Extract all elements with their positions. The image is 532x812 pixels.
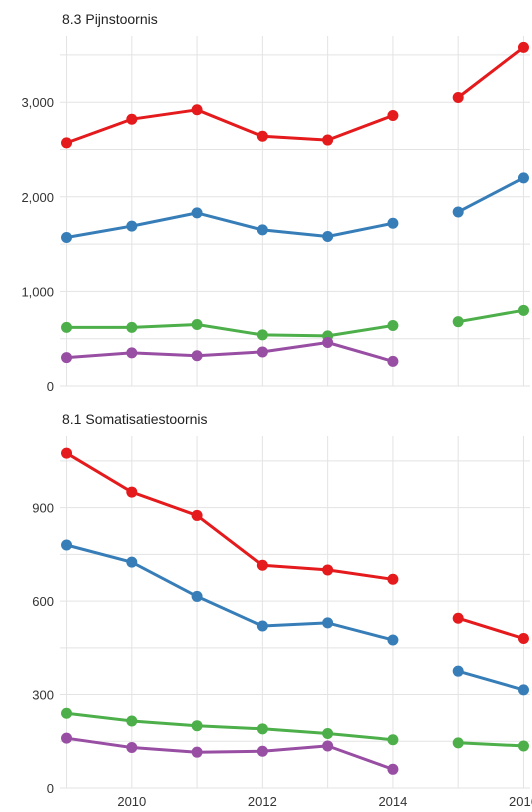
data-point bbox=[126, 220, 138, 232]
data-point bbox=[517, 41, 529, 53]
data-point bbox=[517, 684, 529, 696]
x-tick-label: 2014 bbox=[378, 794, 407, 809]
data-point bbox=[387, 634, 399, 646]
data-point bbox=[322, 740, 334, 752]
y-tick-label: 0 bbox=[47, 781, 54, 796]
data-point bbox=[452, 316, 464, 328]
y-tick-label: 900 bbox=[32, 501, 54, 516]
data-point bbox=[517, 304, 529, 316]
data-point bbox=[452, 612, 464, 624]
data-point bbox=[452, 206, 464, 218]
data-point bbox=[387, 763, 399, 775]
data-point bbox=[191, 590, 203, 602]
data-point bbox=[322, 134, 334, 146]
series-line bbox=[65, 341, 395, 363]
x-tick-label: 2010 bbox=[117, 794, 146, 809]
data-point bbox=[126, 486, 138, 498]
series-line bbox=[456, 669, 525, 692]
y-tick-label: 0 bbox=[47, 379, 54, 394]
series-line bbox=[456, 616, 525, 640]
data-point bbox=[126, 556, 138, 568]
data-point bbox=[126, 321, 138, 333]
data-point bbox=[61, 707, 73, 719]
data-point bbox=[191, 207, 203, 219]
y-tick-label: 2,000 bbox=[21, 190, 54, 205]
data-point bbox=[387, 573, 399, 585]
data-point bbox=[387, 355, 399, 367]
data-point bbox=[387, 217, 399, 229]
data-point bbox=[256, 346, 268, 358]
data-point bbox=[126, 742, 138, 754]
data-point bbox=[61, 231, 73, 243]
x-tick-label: 2016 bbox=[509, 794, 532, 809]
series-line bbox=[65, 543, 395, 642]
y-tick-label: 1,000 bbox=[21, 284, 54, 299]
y-tick-label: 600 bbox=[32, 594, 54, 609]
series-line bbox=[456, 741, 525, 748]
data-point bbox=[517, 172, 529, 184]
x-tick-label: 2012 bbox=[248, 794, 277, 809]
data-point bbox=[452, 91, 464, 103]
series-line bbox=[65, 108, 395, 145]
y-tick-label: 300 bbox=[32, 688, 54, 703]
data-point bbox=[191, 319, 203, 331]
data-point bbox=[191, 509, 203, 521]
data-point bbox=[387, 109, 399, 121]
data-point bbox=[322, 231, 334, 243]
data-point bbox=[61, 352, 73, 364]
series-line bbox=[65, 323, 395, 338]
data-point bbox=[322, 727, 334, 739]
data-point bbox=[452, 665, 464, 677]
series-line bbox=[65, 736, 395, 771]
data-point bbox=[191, 104, 203, 116]
data-point bbox=[256, 620, 268, 632]
data-point bbox=[191, 720, 203, 732]
data-point bbox=[61, 539, 73, 551]
panel-somatisatiestoornis: 8.1 Somatisatiestoornis 0 300 600 900 2010 201… bbox=[32, 411, 532, 809]
data-point bbox=[517, 632, 529, 644]
panel-title: 8.3 Pijnstoornis bbox=[62, 11, 158, 27]
data-point bbox=[517, 740, 529, 752]
panel-pijnstoornis: 8.3 Pijnstoornis 0 1,000 2,000 3,000 bbox=[21, 11, 530, 394]
series-line bbox=[456, 45, 525, 99]
data-point bbox=[61, 321, 73, 333]
series-line bbox=[456, 308, 525, 324]
y-tick-label: 3,000 bbox=[21, 95, 54, 110]
data-point bbox=[256, 745, 268, 757]
data-point bbox=[322, 564, 334, 576]
data-point bbox=[322, 617, 334, 629]
data-point bbox=[452, 737, 464, 749]
data-point bbox=[126, 347, 138, 359]
data-point bbox=[61, 447, 73, 459]
data-point bbox=[126, 715, 138, 727]
data-point bbox=[256, 224, 268, 236]
data-point bbox=[387, 319, 399, 331]
series-line bbox=[65, 711, 395, 742]
data-point bbox=[61, 137, 73, 149]
data-point bbox=[256, 329, 268, 341]
data-point bbox=[61, 732, 73, 744]
data-point bbox=[191, 746, 203, 758]
panel-title: 8.1 Somatisatiestoornis bbox=[62, 411, 208, 427]
series-line bbox=[65, 211, 395, 239]
series-line bbox=[65, 451, 395, 581]
data-point bbox=[256, 130, 268, 142]
data-point bbox=[256, 559, 268, 571]
series-line bbox=[456, 176, 525, 214]
data-point bbox=[126, 113, 138, 125]
data-point bbox=[256, 723, 268, 735]
data-point bbox=[191, 350, 203, 362]
data-point bbox=[322, 336, 334, 348]
data-point bbox=[387, 734, 399, 746]
